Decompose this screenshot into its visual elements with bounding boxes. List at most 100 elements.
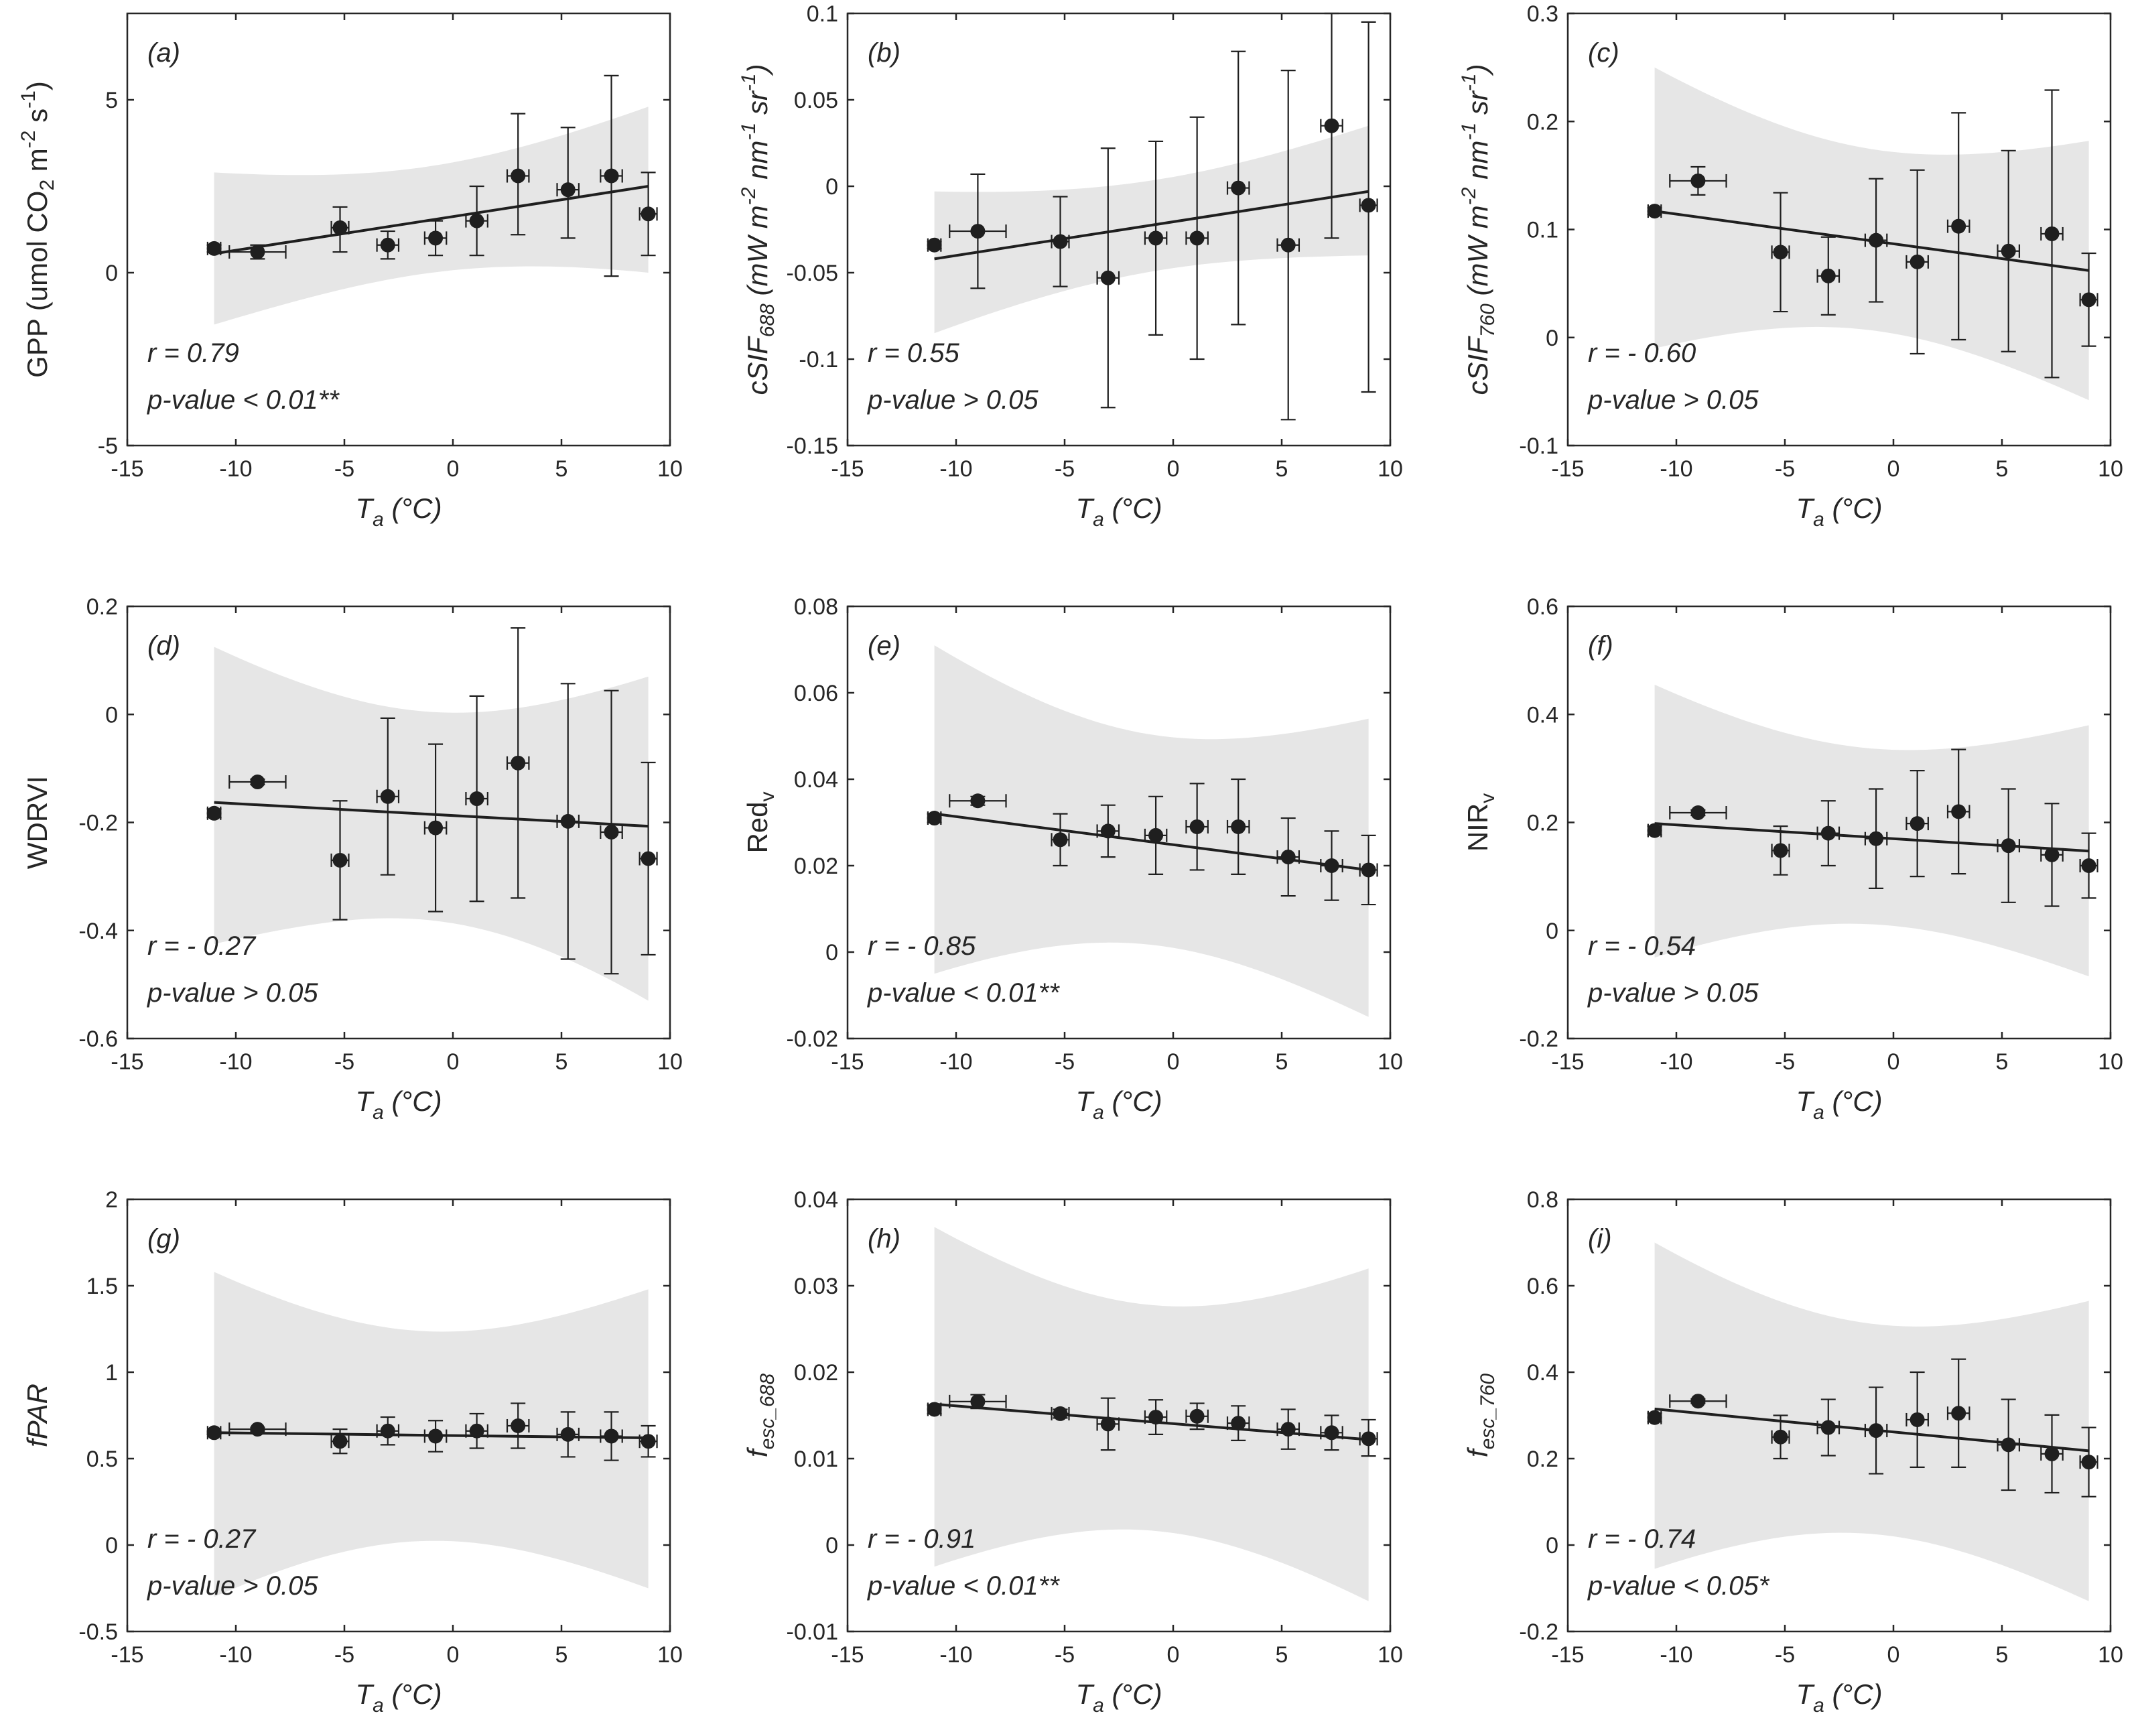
x-tick-label: 5 <box>1276 1642 1288 1668</box>
data-point <box>1820 268 1836 283</box>
x-tick-label: -15 <box>1551 1642 1584 1668</box>
plot-frame <box>126 12 671 447</box>
x-tick-label: 10 <box>657 1049 683 1075</box>
p-value-text: p-value < 0.05* <box>1587 1571 1770 1601</box>
data-point <box>2081 858 2096 873</box>
panel-label: (d) <box>147 631 180 661</box>
data-point <box>469 1423 484 1439</box>
panel-f: -15 -10 -5 0 5 10 -0.2 0 0.2 0.4 0.6 Ta (°C) NIRv (f)… <box>1462 594 2123 1124</box>
confidence-band <box>934 125 1369 334</box>
x-tick-label: -10 <box>219 1049 252 1075</box>
data-point <box>1189 1408 1205 1424</box>
y-tick-label: 0.2 <box>1527 109 1558 135</box>
data-point <box>428 230 444 246</box>
p-value-text: p-value < 0.01** <box>147 385 340 415</box>
data-point <box>1951 804 1966 819</box>
data-point <box>641 206 656 222</box>
x-tick-label: -10 <box>1660 1049 1692 1075</box>
y-tick-label: -5 <box>98 433 118 459</box>
data-point <box>1324 1425 1339 1441</box>
data-point <box>970 1394 986 1409</box>
regression-line <box>214 801 649 828</box>
x-tick-label: -15 <box>831 1049 864 1075</box>
x-tick-label: -15 <box>1551 1049 1584 1075</box>
y-tick-label: 0.04 <box>794 1187 838 1213</box>
data-point <box>1231 180 1246 196</box>
data-point <box>332 1434 348 1449</box>
data-point <box>380 1423 395 1439</box>
panel-c: -15 -10 -5 0 5 10 -0.1 0 0.1 0.2 0.3 Ta (°C) cSIF760… <box>1458 1 2123 531</box>
data-point <box>1773 245 1788 260</box>
x-tick-label: -5 <box>1775 456 1795 482</box>
panel-h: -15 -10 -5 0 5 10 -0.01 0 0.01 0.02 0.03 0.04 Ta (°C… <box>742 1187 1403 1717</box>
data-point <box>1361 198 1376 213</box>
correlation-text: r = - 0.91 <box>868 1524 976 1554</box>
data-point <box>1053 1406 1068 1421</box>
data-point <box>1869 1423 1884 1439</box>
panel-label: (h) <box>868 1224 900 1254</box>
x-axis-label: Ta (°C) <box>1075 492 1162 531</box>
data-point <box>332 220 348 235</box>
y-tick-label: -0.1 <box>799 347 838 373</box>
y-axis-label: fesc_688 <box>742 1374 779 1457</box>
y-tick-label: 0 <box>105 261 118 286</box>
x-tick-label: 10 <box>657 1642 683 1668</box>
x-tick-label: 10 <box>2098 1049 2123 1075</box>
x-tick-label: -10 <box>939 1049 972 1075</box>
panel-label: (b) <box>868 38 900 68</box>
correlation-text: r = - 0.54 <box>1588 931 1696 961</box>
x-tick-label: -15 <box>831 456 864 482</box>
x-tick-label: 0 <box>1887 1642 1900 1668</box>
data-point <box>1231 1416 1246 1431</box>
correlation-text: r = 0.55 <box>868 338 960 368</box>
x-tick-label: -5 <box>1775 1642 1795 1668</box>
y-tick-label: -0.15 <box>787 433 839 459</box>
y-tick-label: 0.01 <box>794 1447 838 1472</box>
y-tick-label: 0.02 <box>794 1360 838 1386</box>
data-point <box>970 224 986 239</box>
correlation-text: r = - 0.60 <box>1588 338 1696 368</box>
x-tick-label: 0 <box>447 456 460 482</box>
y-tick-label: -0.01 <box>787 1619 839 1645</box>
data-point <box>511 168 526 184</box>
data-point <box>641 1434 656 1449</box>
data-point <box>250 1422 265 1437</box>
p-value-text: p-value > 0.05 <box>147 978 318 1008</box>
data-point <box>927 1402 942 1417</box>
data-point <box>970 793 986 809</box>
y-tick-label: -0.2 <box>78 811 118 836</box>
x-tick-label: 5 <box>1996 1049 2009 1075</box>
data-point <box>2044 847 2060 862</box>
data-point <box>1324 118 1339 133</box>
confidence-band <box>1654 67 2089 401</box>
data-point <box>1148 827 1164 843</box>
panel-label: (g) <box>147 1224 180 1254</box>
x-tick-label: 10 <box>657 456 683 482</box>
y-tick-label: -0.1 <box>1519 433 1558 459</box>
x-tick-label: -5 <box>1775 1049 1795 1075</box>
plot-frame <box>1566 1198 2112 1633</box>
data-point <box>560 182 576 198</box>
x-tick-label: 0 <box>1887 456 1900 482</box>
data-point <box>2001 838 2016 854</box>
x-tick-label: -15 <box>111 1049 143 1075</box>
p-value-text: p-value > 0.05 <box>1587 385 1759 415</box>
x-tick-label: -5 <box>1055 1642 1075 1668</box>
y-tick-label: 0.4 <box>1527 1360 1558 1386</box>
x-tick-label: 5 <box>1996 1642 2009 1668</box>
x-tick-label: -5 <box>334 1642 354 1668</box>
y-tick-label: 0.2 <box>1527 1447 1558 1472</box>
panel-label: (a) <box>147 38 180 68</box>
data-point <box>332 852 348 868</box>
data-point <box>1690 173 1706 188</box>
correlation-text: r = - 0.27 <box>147 1524 257 1554</box>
confidence-band <box>1654 1242 2089 1601</box>
data-point <box>1910 254 1925 269</box>
x-tick-label: -5 <box>334 1049 354 1075</box>
x-tick-label: -15 <box>1551 456 1584 482</box>
panel-d: -15 -10 -5 0 5 10 -0.6 -0.4 -0.2 0 0.2 Ta (°C) WDRVI… <box>21 594 683 1124</box>
y-tick-label: 0.05 <box>794 88 838 113</box>
y-tick-label: 0.04 <box>794 767 838 793</box>
data-point <box>927 811 942 826</box>
y-tick-label: 0.02 <box>794 854 838 879</box>
